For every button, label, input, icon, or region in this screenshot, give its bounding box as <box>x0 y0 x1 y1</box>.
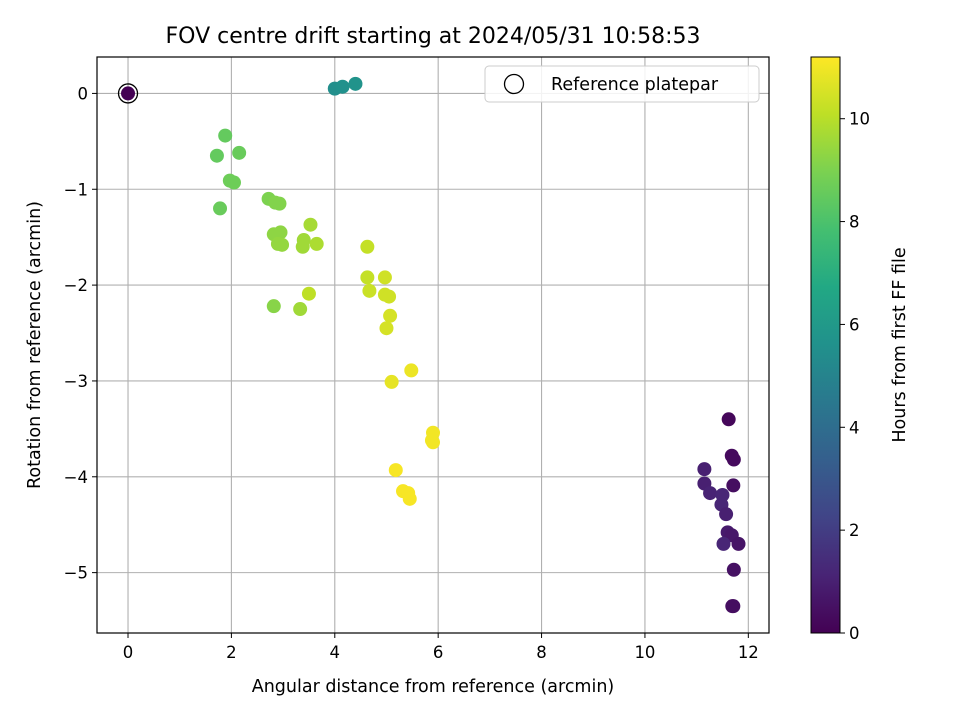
y-tick-label: −1 <box>64 180 88 199</box>
scatter-point <box>703 486 718 501</box>
y-tick-label: −5 <box>64 564 88 583</box>
scatter-point <box>726 562 741 577</box>
scatter-point <box>726 452 741 467</box>
scatter-point <box>213 201 228 216</box>
x-tick-label: 0 <box>123 643 134 662</box>
y-tick-label: −2 <box>64 276 88 295</box>
colorbar-tick-label: 2 <box>849 521 860 540</box>
scatter-point <box>726 478 741 493</box>
scatter-point <box>218 128 233 143</box>
colorbar-label: Hours from first FF file <box>890 247 910 442</box>
scatter-point <box>716 536 731 551</box>
x-tick-label: 12 <box>738 643 759 662</box>
scatter-point <box>360 239 375 254</box>
scatter-point <box>303 217 318 232</box>
colorbar-tick-label: 10 <box>849 110 870 129</box>
scatter-point <box>383 308 398 323</box>
scatter-point <box>719 507 734 522</box>
scatter-point <box>272 196 287 211</box>
y-axis-ticks: 0 −1 −2 −3 −4 −5 <box>64 84 97 583</box>
legend-reference-marker <box>503 73 525 95</box>
scatter-point <box>273 225 288 240</box>
scatter-point <box>293 302 308 317</box>
grid-lines <box>97 57 769 633</box>
legend-box <box>484 65 760 103</box>
legend-label: Reference platepar <box>551 75 719 95</box>
plot-frame <box>96 56 770 634</box>
x-axis-label: Angular distance from reference (arcmin) <box>252 677 615 697</box>
colorbar-ticks: 0 2 4 6 8 10 <box>840 110 870 643</box>
scatter-point <box>209 148 224 163</box>
y-tick-label: −4 <box>64 468 88 487</box>
data-points <box>209 76 746 614</box>
y-tick-label: −3 <box>64 372 88 391</box>
scatter-point <box>362 283 377 298</box>
scatter-point <box>388 463 403 478</box>
scatter-point <box>404 363 419 378</box>
scatter-point <box>275 237 290 252</box>
scatter-point <box>266 299 281 314</box>
x-tick-label: 8 <box>536 643 547 662</box>
x-tick-label: 4 <box>330 643 341 662</box>
scatter-point <box>379 321 394 336</box>
x-tick-label: 10 <box>634 643 655 662</box>
x-tick-label: 6 <box>433 643 444 662</box>
scatter-point <box>232 145 247 160</box>
legend: Reference platepar <box>484 65 760 103</box>
scatter-point <box>309 236 324 251</box>
scatter-point <box>424 433 439 448</box>
reference-marker <box>117 83 139 104</box>
scatter-point <box>725 599 740 614</box>
chart-title: FOV centre drift starting at 2024/05/31 … <box>166 24 701 49</box>
scatter-point <box>348 76 363 91</box>
reference-point <box>121 86 136 101</box>
scatter-point <box>360 270 375 285</box>
scatter-point <box>377 270 392 285</box>
scatter-point <box>382 289 397 304</box>
reference-ring <box>117 83 139 104</box>
scatter-point <box>301 286 316 301</box>
colorbar <box>810 56 841 634</box>
colorbar-tick-label: 0 <box>849 624 860 643</box>
scatter-point <box>721 412 736 427</box>
colorbar-tick-label: 4 <box>849 418 860 437</box>
scatter-point <box>335 79 350 94</box>
colorbar-tick-label: 6 <box>849 315 860 334</box>
colorbar-tick-label: 8 <box>849 213 860 232</box>
scatter-point <box>295 239 310 254</box>
y-axis-label: Rotation from reference (arcmin) <box>25 201 45 489</box>
scatter-point <box>402 491 417 506</box>
scatter-point <box>731 536 746 551</box>
scatter-point <box>226 175 241 190</box>
x-tick-label: 2 <box>226 643 237 662</box>
scatter-point <box>697 462 712 477</box>
y-tick-label: 0 <box>78 84 89 103</box>
x-axis-ticks: 0 2 4 6 8 10 12 <box>123 633 759 662</box>
scatter-point <box>384 374 399 389</box>
